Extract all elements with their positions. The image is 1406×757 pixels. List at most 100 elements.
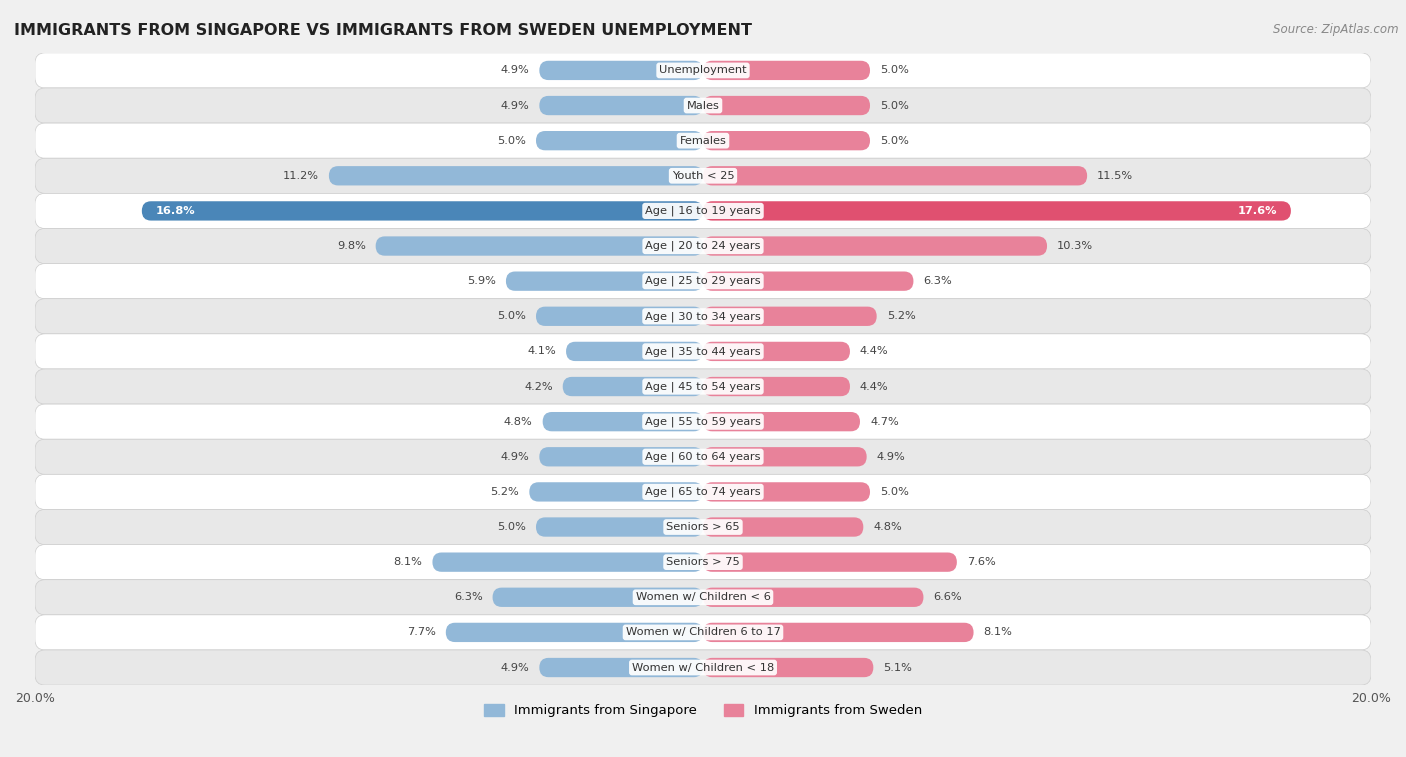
Text: Seniors > 65: Seniors > 65	[666, 522, 740, 532]
FancyBboxPatch shape	[540, 61, 703, 80]
Text: 4.9%: 4.9%	[501, 452, 529, 462]
FancyBboxPatch shape	[536, 517, 703, 537]
FancyBboxPatch shape	[375, 236, 703, 256]
Text: Age | 25 to 29 years: Age | 25 to 29 years	[645, 276, 761, 286]
Text: Youth < 25: Youth < 25	[672, 171, 734, 181]
FancyBboxPatch shape	[492, 587, 703, 607]
Text: Age | 65 to 74 years: Age | 65 to 74 years	[645, 487, 761, 497]
Text: 5.0%: 5.0%	[498, 522, 526, 532]
FancyBboxPatch shape	[703, 587, 924, 607]
FancyBboxPatch shape	[543, 412, 703, 431]
Text: Age | 60 to 64 years: Age | 60 to 64 years	[645, 451, 761, 462]
Text: Age | 16 to 19 years: Age | 16 to 19 years	[645, 206, 761, 217]
Text: 4.9%: 4.9%	[501, 65, 529, 76]
Text: 5.0%: 5.0%	[880, 487, 908, 497]
FancyBboxPatch shape	[35, 193, 1371, 229]
Text: Seniors > 75: Seniors > 75	[666, 557, 740, 567]
FancyBboxPatch shape	[35, 580, 1371, 615]
FancyBboxPatch shape	[703, 166, 1087, 185]
FancyBboxPatch shape	[35, 158, 1371, 193]
FancyBboxPatch shape	[703, 272, 914, 291]
FancyBboxPatch shape	[703, 482, 870, 502]
FancyBboxPatch shape	[703, 658, 873, 678]
Text: 4.9%: 4.9%	[501, 101, 529, 111]
Text: 6.3%: 6.3%	[924, 276, 952, 286]
FancyBboxPatch shape	[35, 544, 1371, 580]
Text: 5.0%: 5.0%	[880, 101, 908, 111]
FancyBboxPatch shape	[703, 307, 877, 326]
FancyBboxPatch shape	[35, 439, 1371, 475]
FancyBboxPatch shape	[329, 166, 703, 185]
Text: 5.0%: 5.0%	[498, 311, 526, 321]
Text: 5.2%: 5.2%	[887, 311, 915, 321]
FancyBboxPatch shape	[506, 272, 703, 291]
Text: 10.3%: 10.3%	[1057, 241, 1094, 251]
Text: 5.0%: 5.0%	[498, 136, 526, 145]
FancyBboxPatch shape	[567, 341, 703, 361]
FancyBboxPatch shape	[35, 650, 1371, 685]
Text: Age | 45 to 54 years: Age | 45 to 54 years	[645, 382, 761, 392]
Text: 4.9%: 4.9%	[501, 662, 529, 672]
FancyBboxPatch shape	[446, 623, 703, 642]
Text: 5.0%: 5.0%	[880, 65, 908, 76]
FancyBboxPatch shape	[703, 517, 863, 537]
Text: 5.0%: 5.0%	[880, 136, 908, 145]
Text: 9.8%: 9.8%	[337, 241, 366, 251]
FancyBboxPatch shape	[562, 377, 703, 396]
FancyBboxPatch shape	[142, 201, 703, 220]
FancyBboxPatch shape	[703, 131, 870, 151]
FancyBboxPatch shape	[35, 475, 1371, 509]
FancyBboxPatch shape	[703, 96, 870, 115]
Text: Women w/ Children 6 to 17: Women w/ Children 6 to 17	[626, 628, 780, 637]
Text: 11.5%: 11.5%	[1097, 171, 1133, 181]
FancyBboxPatch shape	[703, 201, 1291, 220]
Text: Age | 35 to 44 years: Age | 35 to 44 years	[645, 346, 761, 357]
Text: 7.6%: 7.6%	[967, 557, 995, 567]
Text: Source: ZipAtlas.com: Source: ZipAtlas.com	[1274, 23, 1399, 36]
Text: 17.6%: 17.6%	[1239, 206, 1278, 216]
Text: Age | 30 to 34 years: Age | 30 to 34 years	[645, 311, 761, 322]
FancyBboxPatch shape	[703, 341, 851, 361]
Text: Women w/ Children < 6: Women w/ Children < 6	[636, 592, 770, 603]
FancyBboxPatch shape	[35, 334, 1371, 369]
FancyBboxPatch shape	[536, 307, 703, 326]
Text: 7.7%: 7.7%	[406, 628, 436, 637]
Text: 5.9%: 5.9%	[467, 276, 496, 286]
Text: 6.6%: 6.6%	[934, 592, 962, 603]
Text: 4.4%: 4.4%	[860, 382, 889, 391]
FancyBboxPatch shape	[703, 412, 860, 431]
Legend: Immigrants from Singapore, Immigrants from Sweden: Immigrants from Singapore, Immigrants fr…	[478, 699, 928, 723]
FancyBboxPatch shape	[35, 615, 1371, 650]
FancyBboxPatch shape	[433, 553, 703, 572]
Text: 4.7%: 4.7%	[870, 416, 898, 427]
FancyBboxPatch shape	[35, 404, 1371, 439]
FancyBboxPatch shape	[529, 482, 703, 502]
Text: 6.3%: 6.3%	[454, 592, 482, 603]
FancyBboxPatch shape	[703, 447, 866, 466]
Text: 16.8%: 16.8%	[155, 206, 195, 216]
FancyBboxPatch shape	[540, 447, 703, 466]
Text: 4.9%: 4.9%	[877, 452, 905, 462]
FancyBboxPatch shape	[35, 53, 1371, 88]
Text: 4.4%: 4.4%	[860, 347, 889, 357]
Text: IMMIGRANTS FROM SINGAPORE VS IMMIGRANTS FROM SWEDEN UNEMPLOYMENT: IMMIGRANTS FROM SINGAPORE VS IMMIGRANTS …	[14, 23, 752, 38]
Text: Unemployment: Unemployment	[659, 65, 747, 76]
Text: Females: Females	[679, 136, 727, 145]
FancyBboxPatch shape	[703, 61, 870, 80]
Text: 4.1%: 4.1%	[527, 347, 555, 357]
FancyBboxPatch shape	[536, 131, 703, 151]
FancyBboxPatch shape	[35, 88, 1371, 123]
Text: 5.2%: 5.2%	[491, 487, 519, 497]
Text: 4.8%: 4.8%	[503, 416, 533, 427]
FancyBboxPatch shape	[35, 369, 1371, 404]
FancyBboxPatch shape	[703, 377, 851, 396]
Text: 11.2%: 11.2%	[283, 171, 319, 181]
FancyBboxPatch shape	[35, 509, 1371, 544]
FancyBboxPatch shape	[703, 553, 957, 572]
Text: Males: Males	[686, 101, 720, 111]
FancyBboxPatch shape	[540, 658, 703, 678]
FancyBboxPatch shape	[35, 229, 1371, 263]
Text: 8.1%: 8.1%	[984, 628, 1012, 637]
Text: 8.1%: 8.1%	[394, 557, 422, 567]
Text: 5.1%: 5.1%	[883, 662, 912, 672]
